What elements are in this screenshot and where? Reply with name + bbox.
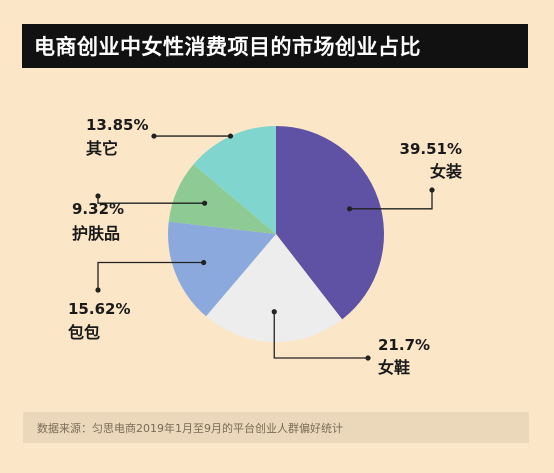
leader-line-bao — [97, 261, 204, 290]
slice-value-label-xie: 21.7% — [378, 336, 430, 354]
slice-category-label-xie: 女鞋 — [378, 358, 410, 377]
slice-value-label-hufu: 9.32% — [72, 200, 124, 218]
leader-lines — [95, 133, 435, 361]
leader-dot-qita — [227, 133, 234, 139]
leader-dot-bao — [201, 259, 207, 266]
leader-end-dot-zhuang — [429, 187, 435, 193]
leader-line-zhuang — [349, 190, 433, 210]
leader-end-dot-qita — [151, 133, 157, 139]
slice-value-label-bao: 15.62% — [68, 300, 130, 318]
slice-labels: 39.51% 女装 21.7% 女鞋 15.62% 包包 9.32% 护肤品 13.85% 其它 — [68, 116, 462, 377]
slice-category-label-zhuang: 女装 — [430, 162, 462, 181]
pie-slice-hufu — [168, 164, 276, 234]
leader-dot-hufu — [202, 200, 208, 206]
slice-value-label-zhuang: 39.51% — [400, 140, 462, 158]
leader-dot-zhuang — [346, 206, 353, 212]
pie-slice-xie — [206, 234, 343, 342]
pie-slice-zhuang — [276, 126, 384, 320]
slice-category-label-bao: 包包 — [68, 323, 100, 342]
leader-end-dot-bao — [95, 287, 101, 293]
pie-slice-bao — [168, 221, 276, 317]
slice-category-label-hufu: 护肤品 — [72, 224, 120, 243]
chart-title: 电商创业中女性消费项目的市场创业占比 — [22, 24, 528, 68]
leader-end-dot-xie — [365, 355, 371, 361]
data-source-note: 数据来源：匀思电商2019年1月至9月的平台创业人群偏好统计 — [23, 412, 529, 443]
pie-slices — [168, 126, 384, 342]
pie-slice-qita — [193, 126, 276, 234]
leader-end-dot-hufu — [95, 193, 101, 199]
slice-category-label-qita: 其它 — [86, 139, 118, 158]
leader-line-xie — [273, 311, 368, 359]
slice-value-label-qita: 13.85% — [86, 116, 148, 134]
leader-dot-xie — [271, 309, 277, 315]
